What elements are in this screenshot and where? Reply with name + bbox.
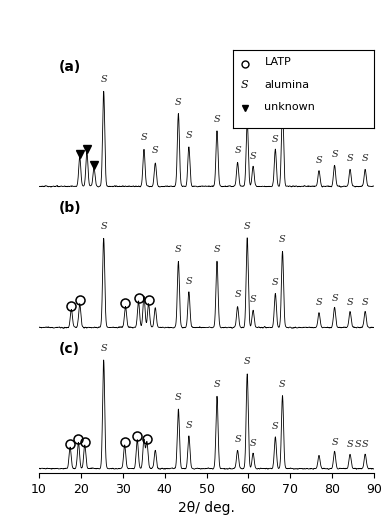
Text: S: S: [186, 277, 192, 286]
Text: (a): (a): [59, 60, 81, 74]
Text: S: S: [244, 104, 251, 113]
Text: S: S: [331, 438, 338, 447]
Text: S: S: [272, 422, 279, 431]
Text: S: S: [100, 344, 107, 353]
Text: S: S: [272, 278, 279, 287]
Text: S: S: [347, 154, 354, 163]
Text: S: S: [141, 133, 147, 142]
Text: S: S: [331, 294, 338, 303]
Text: S: S: [186, 421, 192, 430]
Text: S: S: [362, 440, 369, 449]
Text: (c): (c): [59, 342, 80, 356]
Text: S: S: [279, 88, 286, 97]
Text: S: S: [347, 298, 354, 307]
Text: S: S: [244, 357, 251, 367]
X-axis label: 2θ/ deg.: 2θ/ deg.: [178, 501, 235, 515]
Text: S: S: [214, 380, 220, 389]
Text: S: S: [316, 298, 322, 307]
Text: S: S: [347, 440, 354, 449]
Text: S: S: [279, 380, 286, 389]
Text: S: S: [331, 150, 338, 159]
Text: S: S: [234, 290, 241, 299]
Text: S: S: [279, 235, 286, 244]
Text: S: S: [234, 435, 241, 444]
Text: S: S: [250, 295, 256, 304]
Text: S: S: [152, 147, 159, 155]
Text: S: S: [175, 245, 182, 254]
Text: S: S: [214, 115, 220, 124]
Text: S: S: [244, 222, 251, 230]
Text: S: S: [100, 222, 107, 230]
Text: S: S: [362, 298, 369, 307]
Text: S: S: [175, 98, 182, 107]
Text: S: S: [100, 75, 107, 84]
Text: S: S: [354, 440, 361, 449]
Text: S: S: [250, 152, 256, 161]
Text: S: S: [175, 393, 182, 402]
Text: S: S: [214, 245, 220, 254]
Text: S: S: [234, 147, 241, 155]
Text: S: S: [250, 439, 256, 448]
Text: (b): (b): [59, 201, 81, 215]
Text: S: S: [186, 131, 192, 139]
Text: S: S: [362, 154, 369, 163]
Text: S: S: [272, 135, 279, 144]
Text: S: S: [316, 155, 322, 165]
